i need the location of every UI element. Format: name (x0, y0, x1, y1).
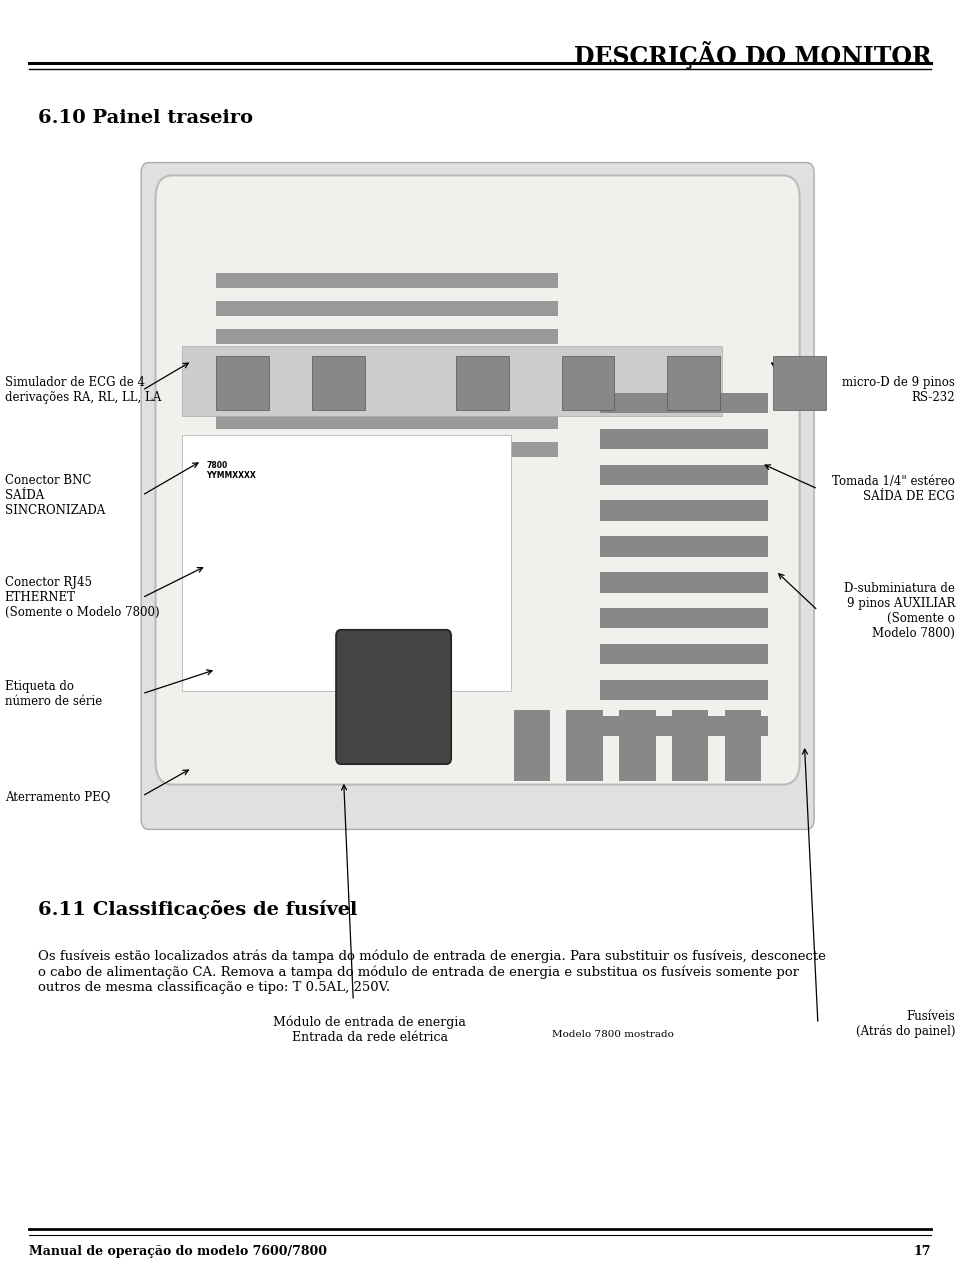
Bar (216, 357, 558, 372)
Text: Aterramento PEQ: Aterramento PEQ (5, 790, 110, 803)
FancyBboxPatch shape (156, 175, 800, 785)
Bar (216, 329, 558, 344)
Bar (672, 710, 708, 781)
Bar (600, 500, 768, 521)
Text: Conector BNC
SAÍDA
SINCRONIZADA: Conector BNC SAÍDA SINCRONIZADA (5, 474, 105, 517)
Text: Etiqueta do
número de série: Etiqueta do número de série (5, 680, 102, 708)
Bar (600, 608, 768, 628)
Bar (600, 393, 768, 413)
Text: D-subminiatura de
9 pinos AUXILIAR
(Somente o
Modelo 7800): D-subminiatura de 9 pinos AUXILIAR (Some… (845, 581, 955, 640)
Bar (216, 385, 558, 401)
FancyBboxPatch shape (141, 163, 814, 829)
Bar (312, 356, 365, 410)
Bar (182, 435, 511, 691)
FancyBboxPatch shape (336, 630, 451, 764)
Bar (600, 429, 768, 449)
Bar (600, 536, 768, 557)
Bar (216, 442, 558, 457)
Text: 6.10 Painel traseiro: 6.10 Painel traseiro (38, 109, 253, 127)
Text: 6.11 Classificações de fusível: 6.11 Classificações de fusível (38, 900, 358, 919)
Text: micro-D de 9 pinos
RS-232: micro-D de 9 pinos RS-232 (842, 376, 955, 404)
Bar (216, 301, 558, 316)
Bar (619, 710, 656, 781)
Bar (600, 572, 768, 593)
Text: Manual de operação do modelo 7600/7800: Manual de operação do modelo 7600/7800 (29, 1245, 326, 1258)
Bar (566, 710, 603, 781)
Text: Conector RJ45
ETHERNET
(Somente o Modelo 7800): Conector RJ45 ETHERNET (Somente o Modelo… (5, 576, 159, 620)
Text: Tomada 1/4" estéreo
SAÍDA DE ECG: Tomada 1/4" estéreo SAÍDA DE ECG (832, 475, 955, 503)
Text: Simulador de ECG de 4
derivações RA, RL, LL, LA: Simulador de ECG de 4 derivações RA, RL,… (5, 376, 161, 404)
Text: 17: 17 (914, 1245, 931, 1258)
Bar (456, 356, 509, 410)
Bar (600, 680, 768, 700)
Bar (562, 356, 614, 410)
Bar (667, 356, 720, 410)
Bar (725, 710, 761, 781)
Bar (216, 273, 558, 288)
Bar (216, 356, 269, 410)
Text: Fusíveis
(Atrás do painel): Fusíveis (Atrás do painel) (855, 1010, 955, 1038)
Text: 7800
YYMMXXXX: 7800 YYMMXXXX (206, 461, 256, 480)
Bar (216, 413, 558, 429)
Text: Modelo 7800 mostrado: Modelo 7800 mostrado (552, 1030, 673, 1039)
Bar (600, 644, 768, 664)
Bar (773, 356, 826, 410)
Bar (182, 346, 722, 416)
Bar (600, 716, 768, 736)
Bar (600, 465, 768, 485)
Text: Os fusíveis estão localizados atrás da tampa do módulo de entrada de energia. Pa: Os fusíveis estão localizados atrás da t… (38, 950, 827, 993)
Text: Módulo de entrada de energia
Entrada da rede elétrica: Módulo de entrada de energia Entrada da … (274, 1015, 466, 1043)
Bar (514, 710, 550, 781)
Text: DESCRIÇÃO DO MONITOR: DESCRIÇÃO DO MONITOR (573, 41, 931, 69)
